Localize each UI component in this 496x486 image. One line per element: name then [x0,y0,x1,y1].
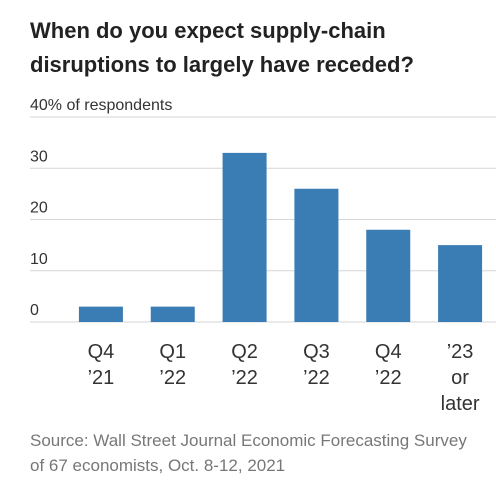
x-tick-label: Q1’22 [159,341,186,389]
y-tick-label: 20 [30,200,48,217]
x-tick-label: ’23 or later [441,341,480,415]
bar [438,245,483,322]
y-tick-label: 0 [30,302,39,319]
bar [366,229,411,322]
chart-title: When do you expect supply-chain disrupti… [30,18,414,77]
x-tick-label: Q4’22 [375,341,402,389]
bar [150,306,195,322]
x-tick-label: Q2’22 [231,341,258,389]
y-tick-label: 30 [30,148,48,165]
bar [222,152,267,322]
bar [294,188,339,322]
source-note: Source: Wall Street Journal Economic For… [30,431,467,475]
y-tick-label: 40% of respondents [30,97,172,114]
bar [78,306,123,322]
y-tick-label: 10 [30,251,48,268]
x-tick-label: Q4’21 [88,341,115,389]
x-tick-label: Q3’22 [303,341,330,389]
